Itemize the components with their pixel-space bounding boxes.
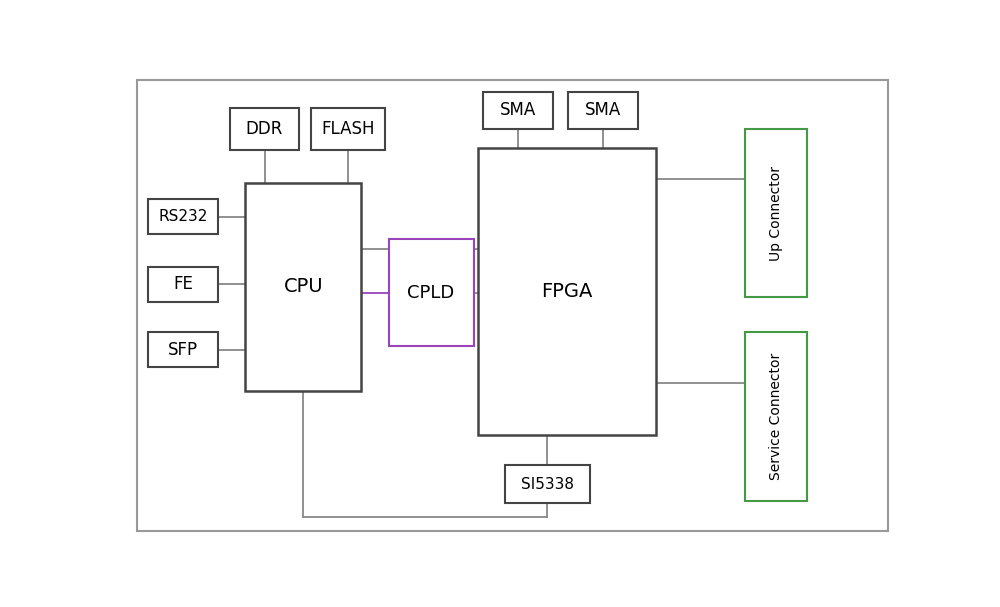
Bar (745, 129, 807, 297)
Text: Service Connector: Service Connector (769, 353, 783, 480)
Bar (568, 92, 638, 129)
Bar (745, 332, 807, 501)
Text: Up Connector: Up Connector (769, 166, 783, 260)
Bar (230, 108, 299, 150)
Bar (483, 92, 553, 129)
Text: CPLD: CPLD (408, 283, 455, 302)
Text: FPGA: FPGA (541, 282, 592, 301)
Text: SI5338: SI5338 (521, 476, 574, 492)
Bar (245, 183, 361, 391)
Bar (505, 466, 590, 503)
Bar (148, 199, 218, 234)
Text: CPU: CPU (283, 277, 323, 296)
Text: FLASH: FLASH (321, 120, 375, 138)
Bar (478, 148, 656, 435)
Bar (148, 267, 218, 302)
Text: DDR: DDR (246, 120, 283, 138)
Bar (388, 239, 474, 346)
Text: SFP: SFP (168, 341, 198, 359)
Text: FE: FE (173, 276, 193, 293)
Text: RS232: RS232 (158, 209, 208, 224)
Bar (311, 108, 385, 150)
Bar (148, 332, 218, 367)
Text: SMA: SMA (500, 101, 536, 119)
Text: SMA: SMA (585, 101, 621, 119)
